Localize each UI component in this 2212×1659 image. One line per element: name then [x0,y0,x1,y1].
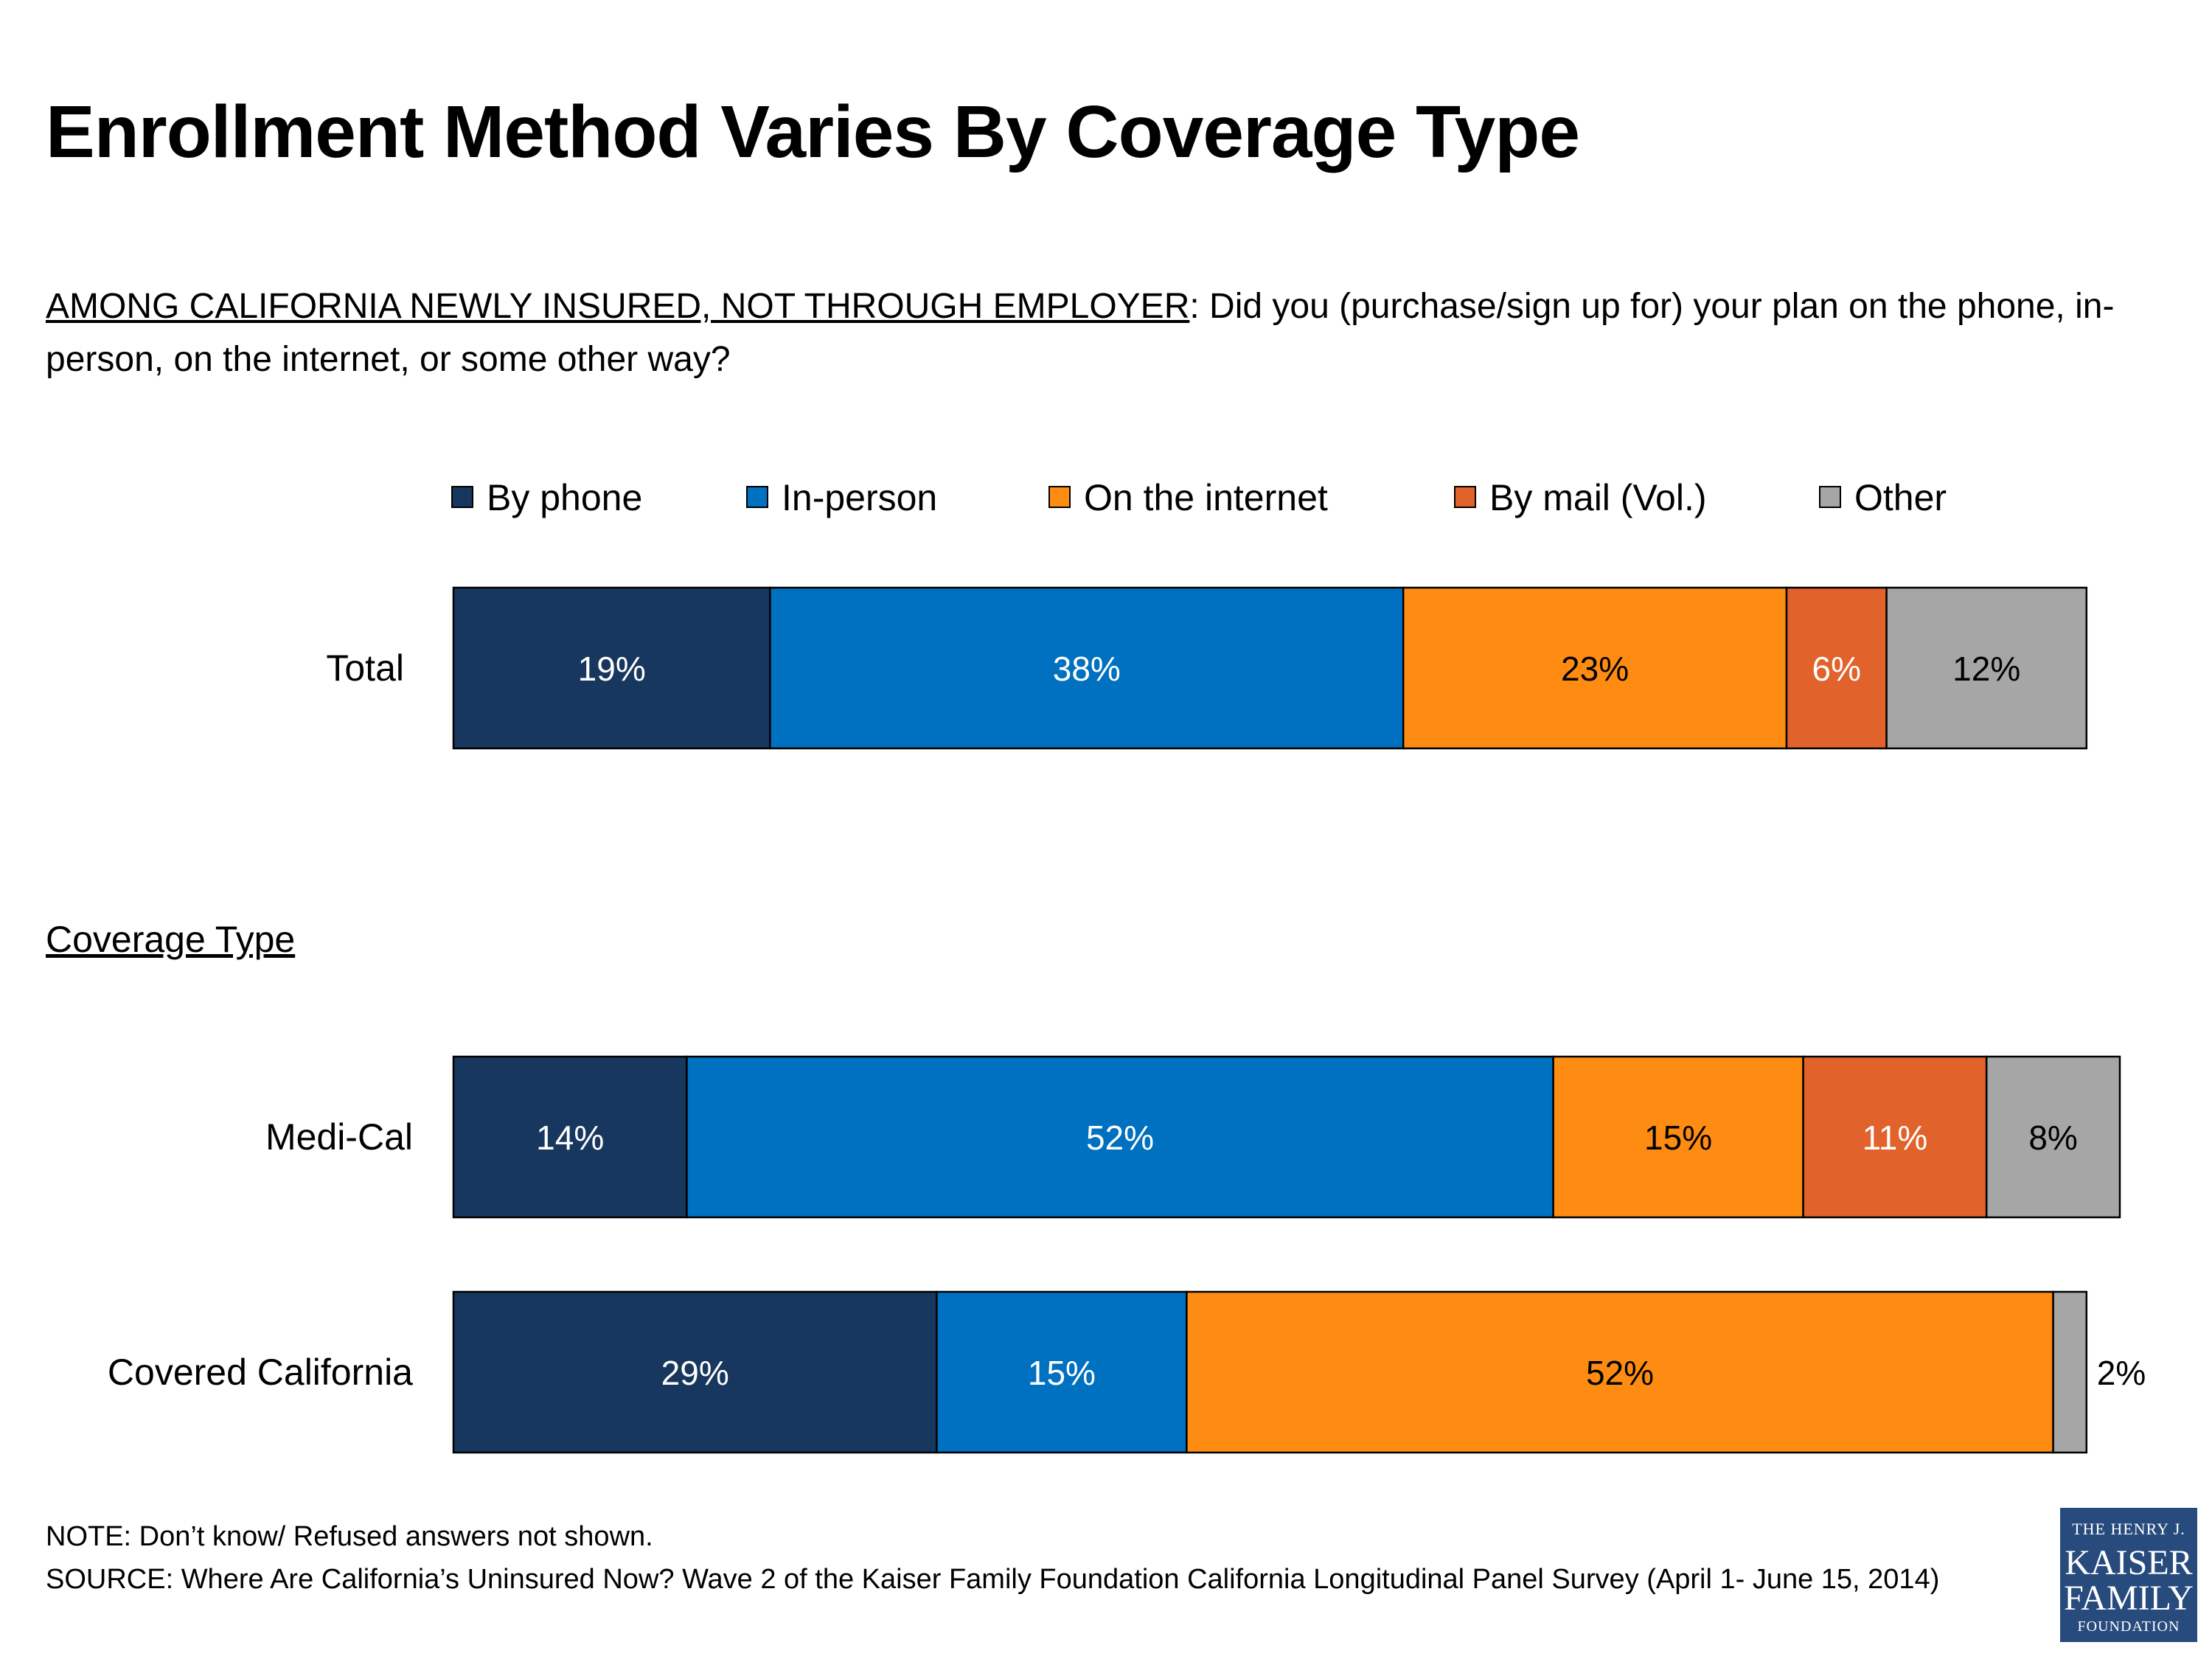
kff-logo: THE HENRY J. KAISER FAMILY FOUNDATION [2060,1508,2197,1642]
bar-covered-california-on-the-internet [1186,1290,2054,1454]
category-label-total: Total [326,647,404,689]
data-label-covered-california-on-the-internet: 52% [1586,1354,1654,1392]
bar-medi-cal-other [1985,1055,2121,1219]
legend-swatch-in-person [746,486,768,508]
logo-line-3: FAMILY [2064,1579,2194,1618]
data-label-covered-california-by-phone: 29% [661,1354,729,1392]
source-text: SOURCE: Where Are California’s Uninsured… [46,1564,1940,1595]
survey-question: AMONG CALIFORNIA NEWLY INSURED, NOT THRO… [46,280,2125,386]
data-label-medi-cal-by-phone: 14% [536,1119,604,1157]
data-label-covered-california-in-person: 15% [1028,1354,1096,1392]
legend-swatch-by-mail [1454,486,1476,508]
legend-label-on-the-internet: On the internet [1084,477,1328,518]
bar-medi-cal-by-mail-vol [1802,1055,1988,1219]
data-label-total-by-mail-vol: 6% [1812,650,1861,688]
bar-covered-california-other [2052,1290,2088,1454]
data-label-medi-cal-other: 8% [2028,1119,2077,1157]
footnote: NOTE: Don’t know/ Refused answers not sh… [46,1515,2037,1601]
note-text: NOTE: Don’t know/ Refused answers not sh… [46,1521,653,1552]
bar-covered-california-by-phone [452,1290,938,1454]
legend-swatch-by-phone [451,486,473,508]
logo-line-4: FOUNDATION [2077,1618,2180,1635]
bar-total-by-phone [452,586,771,750]
data-label-total-other: 12% [1952,650,2020,688]
category-label-medi-cal: Medi-Cal [265,1116,413,1158]
data-label-total-in-person: 38% [1053,650,1121,688]
legend-label-other: Other [1854,477,1947,518]
page-title: Enrollment Method Varies By Coverage Typ… [46,91,1580,173]
coverage-type-label: Coverage Type [46,919,296,960]
logo-line-1: THE HENRY J. [2072,1520,2185,1538]
question-prefix: AMONG CALIFORNIA NEWLY INSURED, NOT THRO… [46,287,1190,326]
data-label-medi-cal-in-person: 52% [1086,1119,1154,1157]
bar-total-other [1885,586,2088,750]
data-label-covered-california-other: 2% [2097,1354,2146,1392]
legend-swatch-on-the-internet [1048,486,1071,508]
data-label-total-on-the-internet: 23% [1561,650,1629,688]
logo-line-2: KAISER [2065,1543,2193,1582]
category-label-covered-california: Covered California [108,1352,413,1393]
bar-total-on-the-internet [1402,586,1788,750]
bar-total-in-person [769,586,1405,750]
question-text: : Did you (purchase/sign up for) your pl… [46,287,2115,379]
data-label-medi-cal-on-the-internet: 15% [1644,1119,1712,1157]
data-label-medi-cal-by-mail-vol: 11% [1863,1119,1928,1157]
bar-covered-california-in-person [936,1290,1188,1454]
legend-swatch-other [1819,486,1841,508]
legend-label-by-phone: By phone [487,477,643,518]
legend-label-in-person: In-person [782,477,938,518]
chart-legend: By phone In-person On the internet By ma… [451,472,2110,524]
bar-medi-cal-in-person [686,1055,1554,1219]
legend-label-by-mail: By mail (Vol.) [1489,477,1707,518]
data-label-total-by-phone: 19% [578,650,646,688]
bar-medi-cal-on-the-internet [1552,1055,1804,1219]
